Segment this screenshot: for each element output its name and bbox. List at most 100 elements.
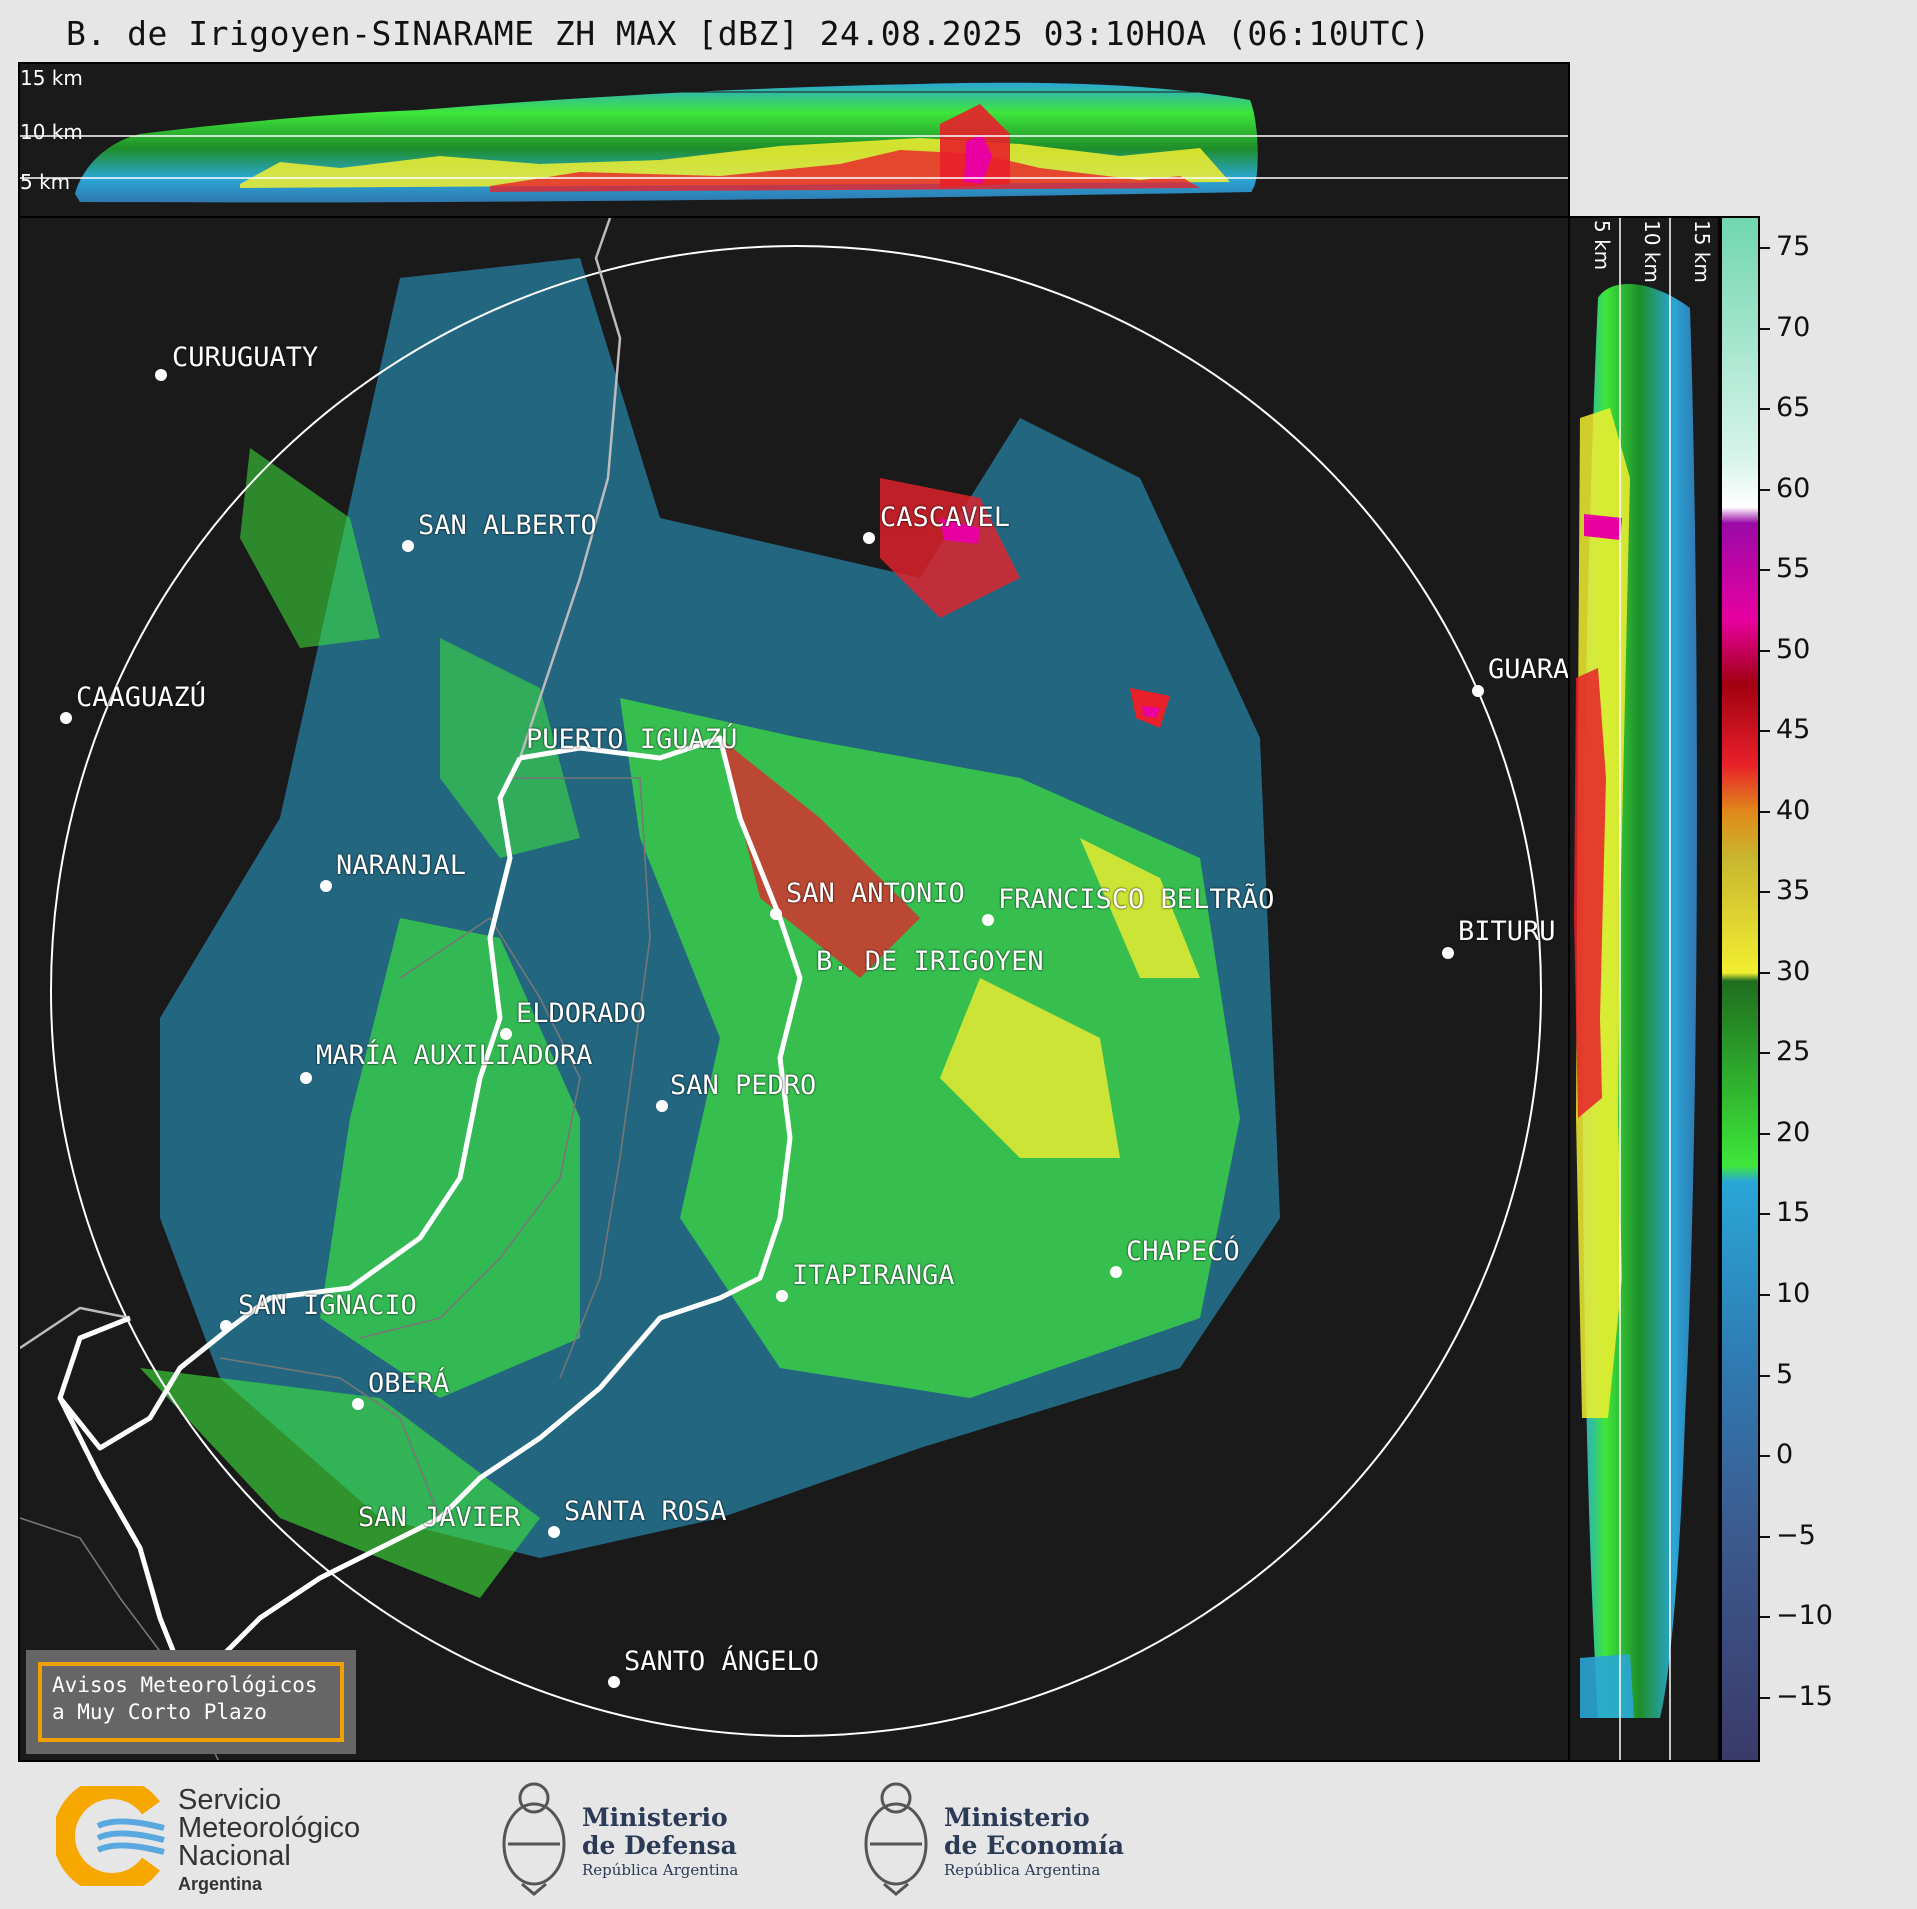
city-label-cascavel: CASCAVEL [880,502,1011,533]
city-dot-san-ignacio [220,1320,232,1332]
city-dot-san-alberto [402,540,414,552]
defensa-line-2: de Defensa [582,1831,737,1860]
top-km-label-5: 5 km [20,170,71,194]
city-dot-caaguazu [60,712,72,724]
city-label-bituru: BITURU [1458,916,1556,947]
right-cross-section: 5 km 10 km 15 km [1568,216,1720,1762]
city-dot-chapeco [1110,1266,1122,1278]
colorbar-tick [1760,1616,1770,1619]
city-dot-guara [1472,685,1484,697]
colorbar-tick [1760,1535,1770,1538]
economia-seal [856,1774,936,1902]
defensa-line-3: República Argentina [582,1861,739,1879]
colorbar-tick [1760,1696,1770,1699]
city-label-san-antonio: SAN ANTONIO [786,878,965,909]
city-label-santo-angelo: SANTO ÁNGELO [624,1646,820,1677]
city-dot-eldorado [500,1028,512,1040]
city-dot-santa-rosa [548,1526,560,1538]
city-label-curuguaty: CURUGUATY [172,342,319,373]
economia-text: Ministerio de Economía República Argenti… [944,1804,1124,1880]
colorbar-tick-label: −10 [1776,1600,1833,1632]
colorbar-tick [1760,327,1770,330]
colorbar-tick-label: 55 [1776,553,1811,585]
top-km-label-10: 10 km [20,120,83,144]
defensa-text: Ministerio de Defensa República Argentin… [582,1804,738,1880]
colorbar-tick [1760,1374,1770,1377]
city-label-itapiranga: ITAPIRANGA [792,1260,955,1291]
radar-ppi-map[interactable]: CURUGUATY SAN ALBERTO CASCAVEL CAAGUAZÚ … [18,216,1570,1762]
colorbar-tick [1760,1132,1770,1135]
city-dot-maria-auxiliadora [300,1072,312,1084]
city-label-obera: OBERÁ [368,1368,450,1399]
colorbar-tick-label: −15 [1776,1680,1833,1712]
city-label-puerto-iguazu: PUERTO IGUAZÚ [526,724,738,755]
colorbar-tick-label: 60 [1776,472,1811,504]
colorbar-tick-label: 45 [1776,714,1811,746]
reflectivity-echoes [140,258,1280,1598]
city-dot-bituru [1442,947,1454,959]
range-ring [50,245,1542,1737]
city-label-guara: GUARA [1488,654,1570,685]
colorbar-tick-label: 5 [1776,1358,1794,1390]
colorbar-tick [1760,971,1770,974]
city-label-caaguazu: CAAGUAZÚ [76,682,207,713]
economia-line-3: República Argentina [944,1861,1101,1879]
city-label-maria-auxiliadora: MARÍA AUXILIADORA [316,1040,593,1071]
city-dot-san-pedro [656,1100,668,1112]
warning-box: Avisos Meteorológicos a Muy Corto Plazo [26,1650,356,1754]
colorbar-tick-label: 40 [1776,794,1811,826]
colorbar-tick [1760,649,1770,652]
colorbar-tick-label: −5 [1776,1519,1816,1551]
colorbar-tick-label: 75 [1776,231,1811,263]
colorbar-tick-label: 70 [1776,311,1811,343]
city-label-san-ignacio: SAN IGNACIO [238,1290,417,1321]
city-label-san-alberto: SAN ALBERTO [418,510,597,541]
colorbar-tick [1760,730,1770,733]
top-km-label-15: 15 km [20,66,83,90]
colorbar-tick-label: 20 [1776,1116,1811,1148]
smn-text: Servicio Meteorológico Nacional Argentin… [178,1786,360,1898]
city-dot-cascavel [863,532,875,544]
economia-line-2: de Economía [944,1831,1125,1860]
city-label-eldorado: ELDORADO [516,998,647,1029]
colorbar-tick [1760,891,1770,894]
colorbar-tick-label: 30 [1776,955,1811,987]
colorbar-tick [1760,1293,1770,1296]
city-label-francisco-beltrao: FRANCISCO BELTRÃO [998,884,1275,915]
city-label-san-pedro: SAN PEDRO [670,1070,817,1101]
city-dot-obera [352,1398,364,1410]
map-title: B. de Irigoyen-SINARAME ZH MAX [dBZ] 24.… [66,14,1431,53]
city-label-san-javier: SAN JAVIER [358,1502,521,1533]
city-label-santa-rosa: SANTA ROSA [564,1496,727,1527]
city-label-naranjal: NARANJAL [336,850,467,881]
colorbar-tick [1760,1052,1770,1055]
colorbar-tick-label: 50 [1776,633,1811,665]
colorbar [1720,216,1760,1762]
colorbar-tick [1760,408,1770,411]
smn-logo [53,1777,166,1895]
defensa-seal [494,1774,574,1902]
smn-line-3: Nacional [178,1840,291,1872]
city-label-b-de-irigoyen: B. DE IRIGOYEN [816,946,1044,977]
right-km-label-5: 5 km [1590,220,1614,271]
smn-line-2: Meteorológico [178,1812,361,1844]
city-dot-curuguaty [155,369,167,381]
defensa-line-1: Ministerio [582,1803,728,1832]
colorbar-tick-label: 25 [1776,1036,1811,1068]
city-label-chapeco: CHAPECÓ [1126,1236,1240,1267]
colorbar-tick [1760,810,1770,813]
colorbar-tick-label: 35 [1776,875,1811,907]
colorbar-tick [1760,1455,1770,1458]
colorbar-tick-label: 0 [1776,1439,1794,1471]
city-dot-itapiranga [776,1290,788,1302]
top-cross-section: 15 km 10 km 5 km [18,62,1570,218]
economia-line-1: Ministerio [944,1803,1090,1832]
city-dot-francisco-beltrao [982,914,994,926]
right-km-label-15: 15 km [1690,220,1714,283]
colorbar-tick [1760,1213,1770,1216]
colorbar-tick-label: 10 [1776,1277,1811,1309]
city-dot-santo-angelo [608,1676,620,1688]
warning-line-2: a Muy Corto Plazo [52,1700,267,1724]
city-dot-naranjal [320,880,332,892]
smn-line-4: Argentina [178,1874,263,1894]
